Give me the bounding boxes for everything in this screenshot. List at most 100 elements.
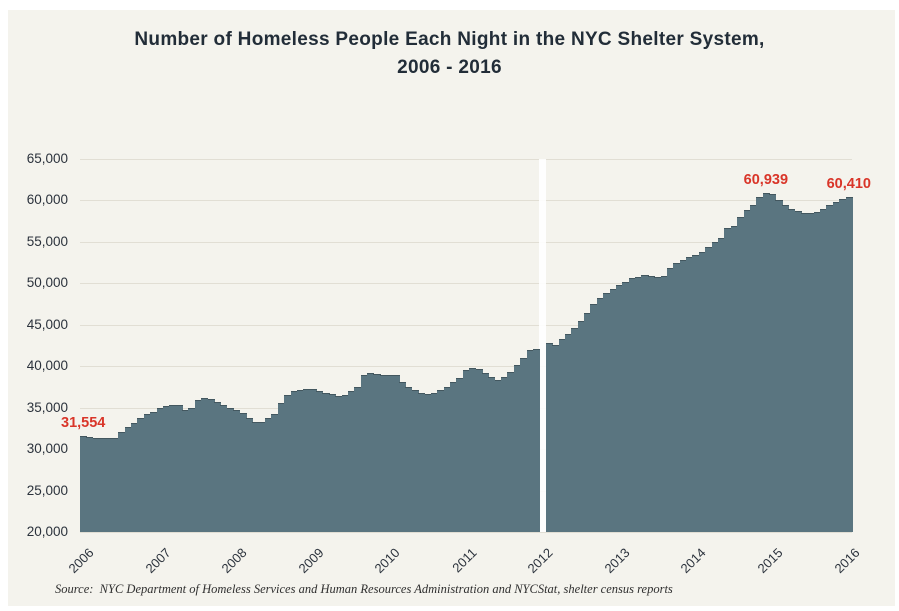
bar-2013-09	[666, 268, 675, 532]
bar-2014-10	[749, 205, 757, 532]
bar-2006-07	[118, 431, 126, 532]
bar-2013-06	[647, 276, 655, 532]
bar-2007-12	[226, 407, 234, 532]
y-tick-label-50000: 50,000	[26, 275, 68, 291]
y-tick-label-20000: 20,000	[26, 524, 68, 539]
bar-2008-09	[284, 395, 292, 532]
bar-2010-04	[405, 386, 413, 532]
bar-2013-10	[673, 263, 681, 532]
y-tick-label-65000: 65,000	[26, 151, 68, 166]
bar-2010-03	[399, 381, 407, 532]
bar-2008-11	[296, 389, 304, 532]
bar-2015-11	[832, 201, 840, 532]
bar-2011-05	[488, 376, 496, 532]
bar-2006-06	[111, 437, 119, 532]
bar-2010-09	[437, 390, 445, 532]
bar-2013-01	[615, 285, 623, 532]
bar-2014-07	[730, 225, 738, 532]
bar-2015-07	[807, 213, 815, 532]
bar-2010-02	[392, 375, 400, 532]
bar-2011-03	[475, 368, 483, 532]
bar-2012-07	[577, 321, 585, 532]
bar-2007-11	[220, 405, 228, 532]
bar-2011-07	[501, 376, 509, 532]
bar-2007-03	[169, 405, 177, 532]
bar-2012-03	[552, 345, 560, 532]
bar-2014-09	[743, 210, 751, 532]
bar-2013-07	[654, 276, 662, 532]
bar-2015-05	[794, 211, 802, 532]
gridline-20000	[80, 532, 852, 533]
bar-2008-03	[245, 417, 253, 532]
chart-title-line2: 2006 - 2016	[397, 57, 502, 78]
bar-2011-11	[526, 350, 534, 532]
bar-2011-10	[520, 358, 528, 532]
bar-2008-07	[271, 414, 279, 532]
bar-2006-08	[124, 426, 132, 532]
source-note: Source: NYC Department of Homeless Servi…	[55, 582, 673, 596]
y-tick-label-60000: 60,000	[26, 192, 68, 208]
bar-2013-12	[686, 256, 694, 532]
bar-2009-02	[316, 391, 324, 532]
bar-2012-11	[603, 293, 611, 532]
bar-2010-05	[411, 390, 419, 532]
bar-2012-06	[571, 328, 579, 532]
bar-2012-09	[590, 304, 598, 532]
plot-area	[80, 159, 853, 532]
bar-2007-02	[162, 405, 171, 532]
bar-2011-09	[513, 365, 521, 532]
y-tick-label-45000: 45,000	[26, 316, 68, 332]
bar-2014-03	[705, 246, 713, 532]
bar-2012-04	[558, 339, 566, 532]
bar-2010-01	[386, 374, 394, 532]
bar-2006-02	[86, 437, 94, 532]
bar-2009-07	[347, 391, 356, 532]
bar-2014-11	[756, 196, 764, 532]
gridline-40000	[80, 366, 852, 368]
bar-2012-08	[584, 313, 592, 532]
bar-2011-12	[532, 348, 541, 532]
annotation-2014-12: 60,939	[743, 171, 789, 188]
bar-2008-04	[252, 421, 260, 532]
bar-2009-08	[354, 386, 362, 532]
bar-2011-06	[494, 380, 502, 532]
bar-2014-12	[762, 192, 770, 532]
bar-2006-12	[150, 411, 158, 532]
bar-2007-01	[156, 407, 164, 532]
y-tick-label-35000: 35,000	[26, 399, 68, 415]
bar-2009-12	[379, 374, 387, 532]
bar-2015-10	[826, 205, 834, 532]
chart-title: Number of Homeless People Each Night in …	[0, 26, 899, 82]
gridline-60000	[80, 200, 852, 202]
bar-2013-11	[679, 260, 687, 532]
bar-2011-02	[469, 367, 477, 532]
bar-2014-06	[724, 228, 732, 532]
bar-2014-08	[737, 216, 745, 532]
bar-2007-10	[213, 402, 222, 532]
bar-2009-10	[367, 373, 375, 532]
bar-2012-02	[545, 343, 553, 532]
bar-2013-03	[628, 278, 636, 532]
bar-2012-10	[596, 298, 604, 532]
bar-2015-01	[769, 194, 777, 532]
bar-2008-05	[258, 422, 266, 532]
bar-2006-11	[143, 414, 151, 532]
bar-2008-10	[290, 391, 298, 532]
bar-2010-11	[450, 382, 458, 532]
bar-2010-08	[430, 393, 438, 532]
bar-2009-11	[373, 373, 381, 532]
bar-2008-01	[233, 410, 241, 532]
bar-2009-03	[322, 392, 330, 532]
annotation-2016-01: 60,410	[826, 176, 871, 193]
gridline-45000	[80, 324, 852, 326]
bar-2012-12	[609, 289, 617, 532]
missing-data-gap-2012-01	[538, 159, 547, 532]
bar-2010-12	[456, 378, 464, 532]
bar-2008-08	[277, 403, 285, 532]
bar-2014-02	[698, 251, 706, 532]
bar-2013-08	[660, 275, 668, 532]
gridline-50000	[80, 283, 852, 285]
bar-2015-04	[788, 209, 796, 532]
bar-2008-06	[265, 418, 273, 532]
